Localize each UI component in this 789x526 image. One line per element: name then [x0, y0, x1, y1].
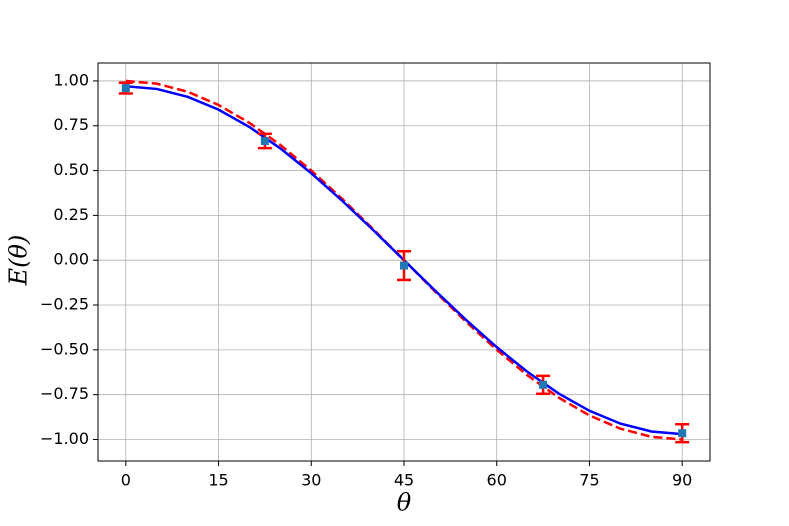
- x-tick-label: 0: [121, 471, 131, 490]
- x-axis-label: θ: [397, 489, 412, 517]
- point: [678, 429, 687, 438]
- y-axis-label: E(θ): [5, 235, 33, 287]
- y-tick-label: −1.00: [40, 429, 89, 448]
- plot-frame: [97, 62, 711, 462]
- y-tick-label: 0.50: [53, 160, 89, 179]
- point: [121, 84, 130, 93]
- point: [539, 380, 548, 389]
- x-tick-label: 75: [579, 471, 599, 490]
- y-tick-label: 0.25: [53, 205, 89, 224]
- y-tick-label: −0.75: [40, 384, 89, 403]
- x-tick-label: 60: [487, 471, 507, 490]
- x-tick-label: 30: [301, 471, 321, 490]
- x-tick-label: 45: [394, 471, 414, 490]
- y-tick-label: 1.00: [53, 70, 89, 89]
- y-tick-label: −0.25: [40, 295, 89, 314]
- point: [260, 136, 269, 145]
- y-tick-label: −0.50: [40, 339, 89, 358]
- y-tick-label: 0.75: [53, 115, 89, 134]
- y-tick-label: 0.00: [53, 250, 89, 269]
- x-tick-label: 90: [672, 471, 692, 490]
- point: [400, 261, 408, 270]
- x-tick-label: 15: [208, 471, 228, 490]
